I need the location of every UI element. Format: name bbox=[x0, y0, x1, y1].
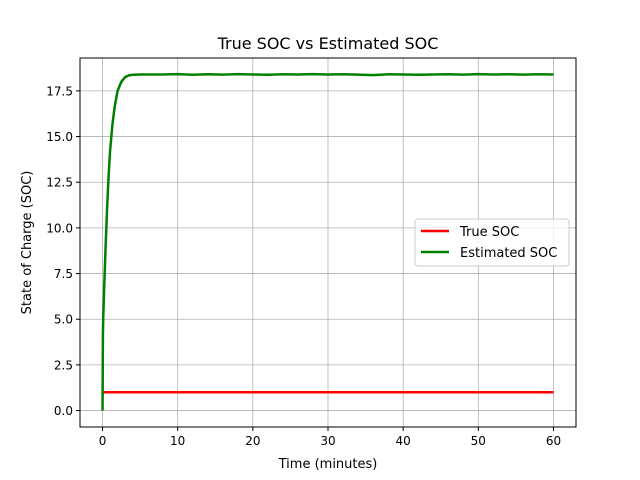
y-tick-label: 12.5 bbox=[46, 176, 73, 190]
legend: True SOC Estimated SOC bbox=[414, 218, 570, 267]
y-tick-label: 10.0 bbox=[46, 221, 73, 235]
y-axis-label: State of Charge (SOC) bbox=[20, 171, 35, 315]
x-axis-label: Time (minutes) bbox=[278, 457, 378, 472]
y-tick-label: 2.5 bbox=[54, 358, 73, 372]
x-tick-label: 40 bbox=[396, 434, 411, 448]
y-tick-label: 0.0 bbox=[54, 404, 73, 418]
legend-box bbox=[414, 218, 570, 267]
y-tick-label: 15.0 bbox=[46, 130, 73, 144]
series-line-estimated-soc bbox=[101, 72, 554, 411]
x-tick-label: 10 bbox=[170, 434, 185, 448]
x-tick-label: 50 bbox=[471, 434, 486, 448]
grid bbox=[80, 58, 576, 427]
y-tick-label: 5.0 bbox=[54, 313, 73, 327]
x-tick-label: 20 bbox=[245, 434, 260, 448]
x-tick-label: 60 bbox=[546, 434, 561, 448]
axis-ticks: 0 10 20 30 40 50 60 0.0 2.5 5.0 7.5 10.0 12.5 15.0 17.… bbox=[46, 84, 561, 448]
chart-title: True SOC vs Estimated SOC bbox=[217, 34, 439, 53]
x-tick-label: 30 bbox=[320, 434, 335, 448]
legend-label-estimated-soc: Estimated SOC bbox=[460, 246, 557, 261]
plot-series bbox=[101, 72, 554, 411]
x-tick-label: 0 bbox=[99, 434, 107, 448]
y-tick-label: 7.5 bbox=[54, 267, 73, 281]
y-tick-label: 17.5 bbox=[46, 84, 73, 98]
legend-label-true-soc: True SOC bbox=[459, 225, 519, 240]
